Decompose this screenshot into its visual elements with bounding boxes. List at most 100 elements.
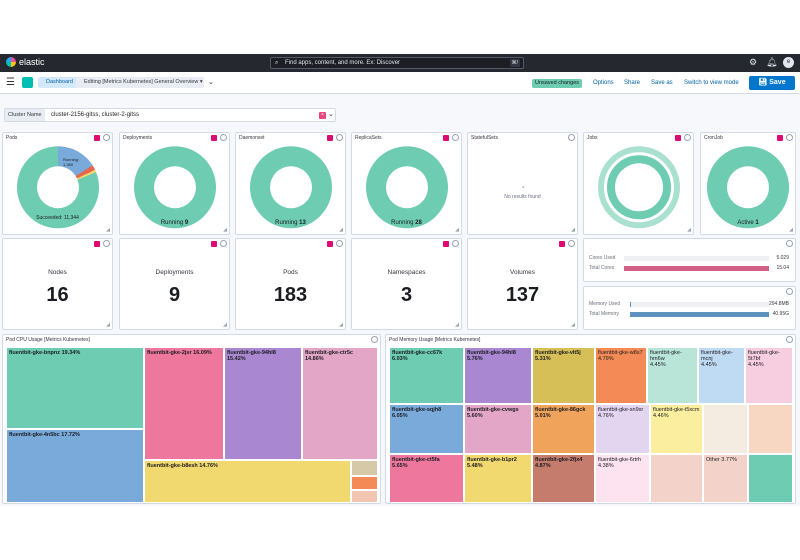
jobs-donut-chart[interactable] xyxy=(597,145,680,228)
memory-treemap-cell[interactable]: fluentbit-gke-sqjh8 6.05% xyxy=(389,404,464,454)
cpu-treemap-cell[interactable]: fluentbit-gke-4n5bc 17.72% xyxy=(6,429,144,503)
cpu-treemap-cell-small[interactable] xyxy=(351,476,378,490)
panel-options-icon[interactable] xyxy=(684,134,691,141)
resize-handle-icon[interactable]: ◢ xyxy=(455,322,459,328)
cpu-treemap-cell[interactable]: fluentbit-gke-bnpnz 19.34% xyxy=(6,347,144,429)
no-results-message: ◔ No results found xyxy=(468,183,577,200)
cpu-treemap-cell-small[interactable] xyxy=(351,460,378,476)
panel-options-icon[interactable] xyxy=(371,336,378,343)
panel-title: Deployments xyxy=(123,135,153,141)
breadcrumb-dashboard[interactable]: Dashboard xyxy=(38,77,81,88)
cpu-treemap-cell[interactable]: fluentbit-gke-b8esh 14.76% xyxy=(144,460,351,503)
resize-handle-icon[interactable]: ◢ xyxy=(106,227,110,233)
resize-handle-icon[interactable]: ◢ xyxy=(571,227,575,233)
total-memory-bar[interactable] xyxy=(630,312,769,317)
chevron-down-icon[interactable]: ⌄ xyxy=(208,79,214,86)
panel-options-icon[interactable] xyxy=(786,240,793,247)
metric-value: 3 xyxy=(400,284,413,306)
panel-options-icon[interactable] xyxy=(220,240,227,247)
panel-options-icon[interactable] xyxy=(786,336,793,343)
daemonset-donut-chart[interactable] xyxy=(249,145,332,228)
total-cores-bar[interactable] xyxy=(624,266,769,271)
memory-treemap-cell[interactable]: fluentbit-gke-86gck 5.01% xyxy=(532,404,595,454)
panel-options-icon[interactable] xyxy=(220,134,227,141)
memory-treemap-cell[interactable]: fluentbit-gke-5t7bf 4.45% xyxy=(745,347,793,404)
panel-options-icon[interactable] xyxy=(103,240,110,247)
clear-filter-icon[interactable]: × xyxy=(319,112,326,119)
panel-options-icon[interactable] xyxy=(568,240,575,247)
save-button[interactable]: 💾︎ Save xyxy=(749,76,795,90)
panel-options-icon[interactable] xyxy=(452,134,459,141)
panel-options-icon[interactable] xyxy=(336,134,343,141)
deployments-donut-chart[interactable] xyxy=(133,145,216,228)
daemonset-status-panel: Daemonset Running 13 ◢ xyxy=(235,132,346,235)
panel-options-icon[interactable] xyxy=(452,240,459,247)
replicasets-donut-chart[interactable] xyxy=(365,145,448,228)
resize-handle-icon[interactable]: ◢ xyxy=(687,227,691,233)
resize-handle-icon[interactable]: ◢ xyxy=(789,227,793,233)
memory-treemap-cell[interactable]: fluentbit-gke-t5xcm 4.46% xyxy=(650,404,703,454)
global-search-input[interactable]: ⌕ Find apps, content, and more. Ex: Disc… xyxy=(270,57,524,69)
resize-handle-icon[interactable]: ◢ xyxy=(106,322,110,328)
settings-gear-icon[interactable]: ⚙ xyxy=(749,57,758,67)
memory-used-bar[interactable] xyxy=(630,302,769,307)
panel-options-icon[interactable] xyxy=(786,134,793,141)
memory-treemap-cell[interactable]: fluentbit-gke-b1pr2 5.48% xyxy=(464,454,532,503)
panel-options-icon[interactable] xyxy=(568,134,575,141)
metric-label: Volumes xyxy=(510,269,535,276)
panel-options-icon[interactable] xyxy=(786,288,793,295)
memory-treemap-cell[interactable]: fluentbit-gke-cc67k 6.03% xyxy=(389,347,464,404)
dashboard-app-icon[interactable] xyxy=(22,77,33,88)
cpu-treemap-cell-small[interactable] xyxy=(351,490,378,503)
cpu-treemap-cell[interactable]: fluentbit-gke-2jsr 16.09% xyxy=(144,347,224,460)
resize-handle-icon[interactable]: ◢ xyxy=(339,227,343,233)
memory-treemap-cell[interactable]: fluentbit-gke-cvwgs 5.60% xyxy=(464,404,532,454)
cronjob-donut-chart[interactable] xyxy=(707,145,789,228)
memory-treemap-cell[interactable]: fluentbit-gke-94hl8 5.76% xyxy=(464,347,532,404)
cluster-filter-control[interactable]: Cluster Name cluster-2156-gitss, cluster… xyxy=(4,108,336,122)
memory-treemap-cell[interactable] xyxy=(650,454,703,503)
memory-treemap-cell[interactable]: fluentbit-gke-w8s7 4.79% xyxy=(595,347,647,404)
total-cores-value: 15.04 xyxy=(776,265,789,271)
memory-treemap-other-cell[interactable]: Other 3.77% xyxy=(703,454,748,503)
switch-view-mode-link[interactable]: Switch to view mode xyxy=(684,80,739,86)
chevron-down-icon[interactable]: ⌄ xyxy=(328,111,334,118)
cpu-treemap-cell[interactable]: fluentbit-gke-94hl8 15.42% xyxy=(224,347,302,460)
cpu-treemap-cell[interactable]: fluentbit-gke-ctr5c 14.86% xyxy=(302,347,378,460)
memory-treemap-cell[interactable]: fluentbit-gke-sn9xr 4.76% xyxy=(595,404,650,454)
memory-treemap-cell[interactable]: fluentbit-gke-mcnj 4.45% xyxy=(698,347,745,404)
elastic-logo[interactable]: elastic xyxy=(6,57,45,67)
metric-label: Deployments xyxy=(155,269,194,276)
memory-treemap-cell[interactable]: fluentbit-gke-hm6w 4.45% xyxy=(647,347,698,404)
filter-value[interactable]: cluster-2156-gitss, cluster-2-gitss xyxy=(51,112,140,118)
panel-options-icon[interactable] xyxy=(336,240,343,247)
replicasets-status-panel: ReplicaSets Running 28 ◢ xyxy=(351,132,462,235)
memory-treemap-cell-small[interactable] xyxy=(748,404,793,454)
cores-used-bar[interactable] xyxy=(624,256,769,261)
resize-handle-icon[interactable]: ◢ xyxy=(223,227,227,233)
resize-handle-icon[interactable]: ◢ xyxy=(455,227,459,233)
panel-options-icon[interactable] xyxy=(103,134,110,141)
memory-treemap-cell[interactable]: fluentbit-gke-vlt5j 5.31% xyxy=(532,347,595,404)
share-link[interactable]: Share xyxy=(624,80,641,86)
resize-handle-icon[interactable]: ◢ xyxy=(571,322,575,328)
save-as-link[interactable]: Save as xyxy=(651,80,673,86)
memory-treemap-cell[interactable]: fluentbit-gke-6rtrh 4.38% xyxy=(595,454,650,503)
filter-label: Cluster Name xyxy=(5,109,45,121)
pods-donut-chart[interactable] xyxy=(16,145,99,228)
hamburger-menu-icon[interactable]: ☰ xyxy=(6,77,15,88)
breadcrumb-current: Editing [Metrics Kubernetes] General Ove… xyxy=(76,77,204,88)
memory-gauge-panel: Memory Used 294.8MB Total Memory 40.95G xyxy=(583,286,796,330)
memory-treemap-cell-small[interactable] xyxy=(748,454,793,503)
resize-handle-icon[interactable]: ◢ xyxy=(223,322,227,328)
memory-treemap-cell[interactable]: fluentbit-gke-2fjx4 4.87% xyxy=(532,454,595,503)
resize-handle-icon[interactable]: ◢ xyxy=(339,322,343,328)
options-link[interactable]: Options xyxy=(593,80,614,86)
pods-running-label: Running: 1,389 xyxy=(63,157,80,167)
search-shortcut: ⌘/ xyxy=(509,59,520,67)
memory-treemap-cell[interactable]: fluentbit-gke-ct5fa 5.65% xyxy=(389,454,464,503)
notifications-icon[interactable]: 🔔︎ xyxy=(766,57,778,67)
memory-treemap-cell-small[interactable] xyxy=(703,404,748,454)
donut-label: Running 13 xyxy=(275,220,306,226)
user-avatar[interactable]: e xyxy=(783,57,794,68)
